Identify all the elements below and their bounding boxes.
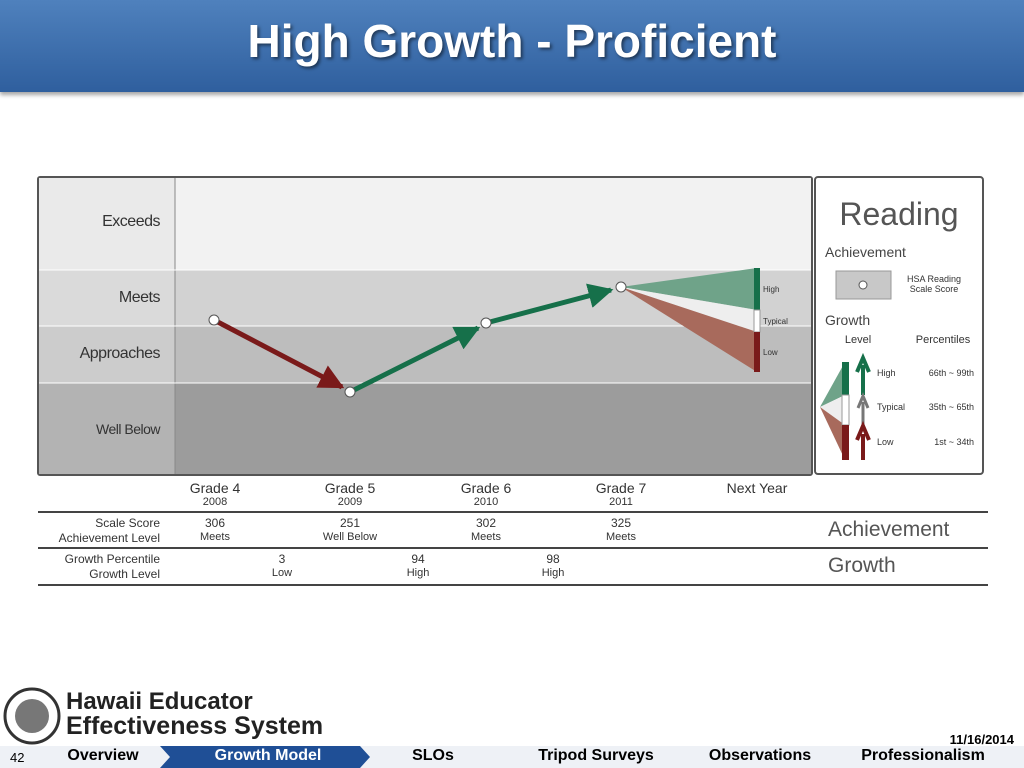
- row-heading: Achievement: [828, 518, 950, 541]
- band-label: Approaches: [79, 345, 161, 362]
- cell-level: Meets: [200, 531, 230, 543]
- row-heading: Growth: [828, 554, 896, 577]
- legend-range: 1st ~ 34th: [934, 437, 974, 447]
- legend-heading: Achievement: [825, 244, 906, 260]
- x-label: Grade 5: [324, 480, 376, 496]
- slide-title: High Growth - Proficient: [247, 15, 777, 67]
- nav-item[interactable]: Growth Model: [214, 747, 322, 764]
- fan-label: High: [763, 285, 780, 294]
- band-label: Meets: [118, 289, 161, 306]
- title-bar: [0, 0, 1024, 92]
- legend-level: High: [877, 368, 896, 378]
- cell-level: Meets: [471, 531, 501, 543]
- legend-heading: Growth: [825, 312, 871, 328]
- row-label: Scale Score: [95, 516, 160, 530]
- nav-item[interactable]: Overview: [67, 747, 139, 764]
- cell-value: 306: [204, 516, 226, 530]
- page-number: 42: [10, 750, 25, 765]
- x-label-year: 2011: [609, 496, 633, 508]
- band-label: Well Below: [96, 421, 161, 437]
- cell-value: 302: [475, 516, 497, 530]
- cell-value: 94: [411, 552, 425, 566]
- x-label: Grade 6: [460, 480, 512, 496]
- cell-value: 325: [610, 516, 632, 530]
- legend-level: Typical: [877, 402, 906, 412]
- x-label: Grade 7: [595, 480, 647, 496]
- x-label-year: 2010: [473, 496, 499, 508]
- row-label: Achievement Level: [58, 531, 160, 545]
- org-name: Hawaii Educator: [66, 688, 253, 715]
- cell-value: 3: [278, 552, 286, 566]
- org-name: Effectiveness System: [66, 712, 324, 740]
- band-label: Exceeds: [102, 213, 160, 230]
- row-label: Growth Level: [89, 567, 160, 581]
- cell-value: 98: [546, 552, 560, 566]
- x-label: Next Year: [726, 480, 788, 496]
- legend-text: Level: [844, 334, 872, 346]
- fan-label: Low: [763, 348, 778, 357]
- x-label-year: 2008: [202, 496, 228, 508]
- legend-text: HSA Reading: [906, 274, 962, 284]
- legend-text: Percentiles: [915, 334, 971, 346]
- cell-value: 251: [339, 516, 361, 530]
- legend-text: Scale Score: [909, 284, 959, 294]
- cell-level: Meets: [606, 531, 636, 543]
- x-label-year: 2009: [337, 496, 363, 508]
- nav-item[interactable]: Professionalism: [861, 747, 985, 764]
- fan-label: Typical: [763, 317, 788, 326]
- cell-level: High: [541, 567, 565, 579]
- x-label: Grade 4: [189, 480, 241, 496]
- legend-range: 66th ~ 99th: [928, 368, 974, 378]
- legend-title: Reading: [839, 196, 959, 232]
- legend-level: Low: [877, 437, 894, 447]
- cell-level: Low: [271, 567, 293, 579]
- nav-item[interactable]: SLOs: [412, 747, 454, 764]
- cell-level: High: [406, 567, 430, 579]
- row-label: Growth Percentile: [64, 552, 160, 566]
- cell-level: Well Below: [322, 531, 378, 543]
- nav-item[interactable]: Tripod Surveys: [538, 747, 654, 764]
- nav-item[interactable]: Observations: [708, 747, 812, 764]
- legend-range: 35th ~ 65th: [928, 402, 974, 412]
- date: 11/16/2014: [949, 732, 1014, 747]
